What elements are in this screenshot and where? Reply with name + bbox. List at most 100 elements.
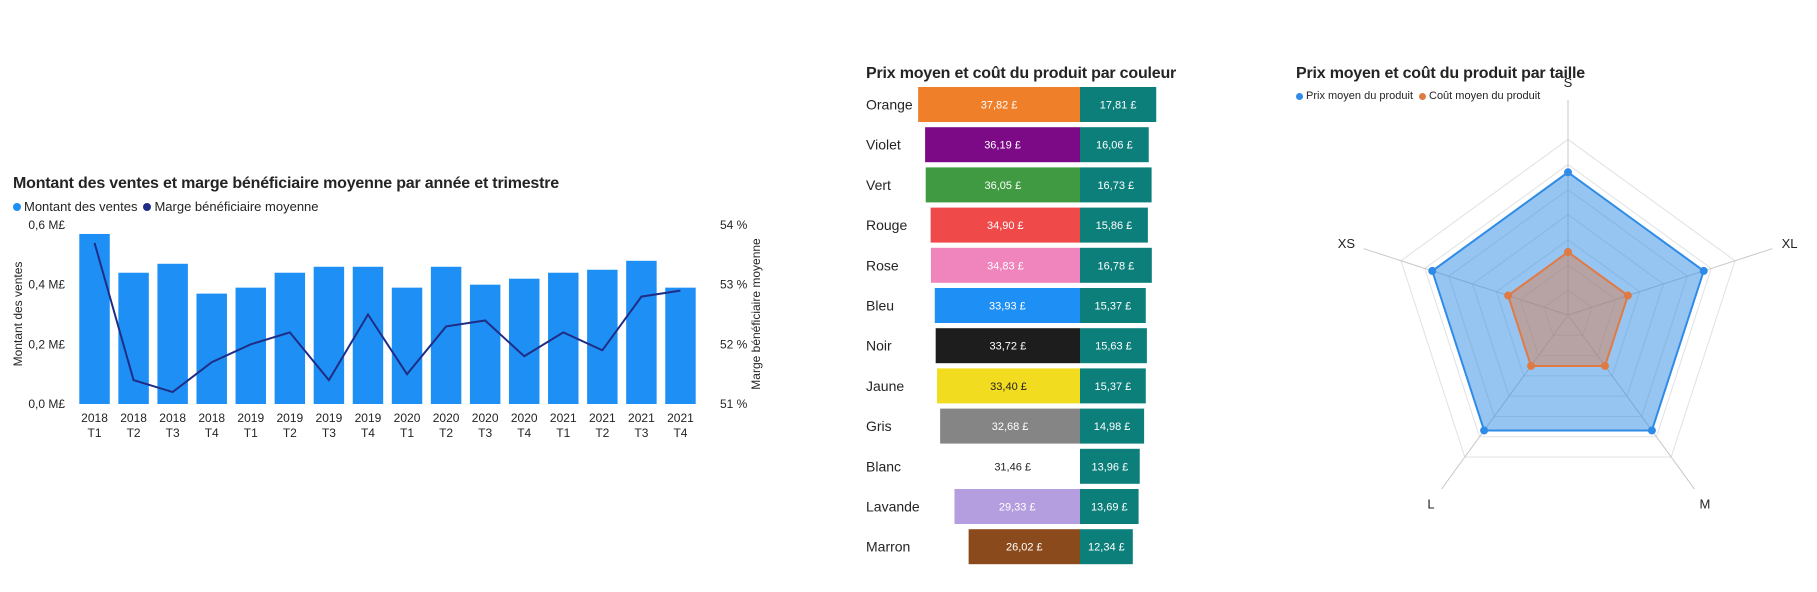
x-tick-quarter: T3	[322, 426, 336, 440]
cost-bar	[1080, 87, 1157, 122]
sales-bar	[508, 278, 540, 404]
price-bar	[925, 167, 1080, 203]
cost-data-label: 16,78 £	[1098, 260, 1135, 272]
radar-price-point	[1564, 168, 1572, 177]
sales-margin-plot[interactable]: Montant des ventes Marge bénéficiaire mo…	[0, 0, 780, 592]
cost-data-label: 13,69 £	[1091, 502, 1128, 514]
x-tick-year: 2019	[355, 411, 382, 425]
legend-item-price[interactable]: Prix moyen du produit	[1296, 90, 1413, 102]
color-price-chart-title: Prix moyen et coût du produit par couleu…	[866, 65, 1177, 82]
cost-bar	[1080, 529, 1133, 565]
x-tick-quarter: T4	[517, 426, 531, 440]
x-tick-quarter: T2	[595, 426, 609, 440]
radar-price-point	[1647, 426, 1656, 435]
sales-bar	[274, 272, 306, 404]
cost-bar	[1080, 167, 1152, 203]
sales-margin-chart-title: Montant des ventes et marge bénéficiaire…	[13, 175, 559, 192]
price-data-label: 36,05 £	[985, 180, 1022, 192]
radar-price-point	[1428, 266, 1437, 275]
price-data-label: 26,02 £	[1006, 542, 1043, 554]
x-tick-year: 2019	[237, 411, 264, 425]
price-bar	[954, 489, 1080, 524]
radar-price-point	[1699, 266, 1708, 275]
color-category-label: Orange	[866, 97, 913, 113]
price-bar	[968, 529, 1080, 565]
x-tick-year: 2021	[667, 411, 694, 425]
legend-label-price: Prix moyen du produit	[1306, 90, 1413, 102]
cost-bar	[1080, 408, 1145, 444]
sales-bar	[313, 266, 345, 404]
x-tick-quarter: T3	[478, 426, 492, 440]
legend-dot-price-icon	[1296, 92, 1303, 100]
x-tick-year: 2019	[316, 411, 343, 425]
cost-data-label: 16,06 £	[1096, 140, 1133, 152]
legend-dot-sales-icon	[13, 202, 21, 211]
sales-bar	[626, 260, 657, 404]
cost-bar	[1080, 127, 1149, 163]
x-tick-quarter: T1	[556, 426, 570, 440]
cost-data-label: 16,73 £	[1097, 180, 1134, 192]
price-bar	[918, 87, 1080, 122]
price-bar	[940, 408, 1080, 444]
price-data-label: 32,68 £	[992, 421, 1029, 433]
cost-bar	[1080, 489, 1139, 524]
y-tick-label: 0,0 M£	[28, 397, 65, 411]
price-data-label: 29,33 £	[999, 502, 1036, 514]
x-tick-quarter: T3	[166, 426, 180, 440]
legend-item-cost[interactable]: Coût moyen du produit	[1419, 90, 1540, 102]
x-tick-year: 2021	[628, 411, 655, 425]
x-tick-quarter: T1	[400, 426, 414, 440]
x-tick-quarter: T4	[673, 426, 687, 440]
legend-item-margin[interactable]: Marge bénéficiaire moyenne	[143, 199, 319, 214]
cost-bar	[1080, 207, 1148, 243]
color-category-label: Lavande	[866, 499, 920, 515]
size-radar-legend[interactable]: Prix moyen du produit Coût moyen du prod…	[1296, 90, 1546, 102]
price-data-label: 31,46 £	[994, 461, 1031, 473]
color-category-label: Rose	[866, 257, 899, 273]
x-tick-year: 2020	[472, 411, 499, 425]
sales-bar	[430, 266, 462, 404]
cost-bar	[1080, 247, 1152, 283]
sales-bar	[469, 284, 501, 404]
size-radar-chart-title: Prix moyen et coût du produit par taille	[1296, 65, 1585, 82]
sales-bar	[196, 293, 227, 404]
cost-bar	[1080, 288, 1146, 323]
cost-bar	[1080, 448, 1140, 484]
sales-margin-legend[interactable]: Montant des ventes Marge bénéficiaire mo…	[13, 199, 325, 214]
cost-bar	[1080, 328, 1147, 364]
y2-tick-label: 52 %	[720, 337, 748, 351]
legend-label-cost: Coût moyen du produit	[1429, 90, 1541, 102]
x-tick-quarter: T4	[205, 426, 219, 440]
color-price-plot[interactable]: Orange 37,82 £ 17,81 £ Violet 36,19 £ 16,06 £…	[860, 0, 1190, 592]
color-category-label: Violet	[866, 137, 901, 153]
y2-axis-title: Marge bénéficiaire moyenne	[749, 238, 763, 390]
radar-price-area	[1431, 171, 1705, 432]
x-tick-year: 2021	[550, 411, 577, 425]
cost-data-label: 14,98 £	[1094, 421, 1131, 433]
y-tick-label: 0,6 M£	[28, 218, 65, 232]
color-price-chart-panel: Prix moyen et coût du produit par couleu…	[860, 0, 1190, 592]
radar-category-label: XS	[1338, 236, 1356, 251]
radar-category-label: L	[1427, 497, 1434, 512]
radar-cost-point	[1601, 361, 1610, 370]
price-data-label: 34,83 £	[987, 260, 1024, 272]
price-data-label: 33,93 £	[989, 301, 1026, 313]
radar-cost-point	[1526, 361, 1535, 370]
x-tick-year: 2021	[589, 411, 616, 425]
price-data-label: 33,72 £	[989, 341, 1026, 353]
y2-tick-label: 54 %	[720, 218, 748, 232]
x-tick-year: 2018	[159, 411, 186, 425]
legend-item-sales[interactable]: Montant des ventes	[13, 199, 137, 214]
size-radar-plot[interactable]: S XL M L XS	[1290, 0, 1817, 592]
y-tick-label: 0,4 M£	[28, 278, 65, 292]
legend-label-margin: Marge bénéficiaire moyenne	[154, 199, 319, 214]
x-tick-year: 2018	[120, 411, 147, 425]
price-bar	[930, 207, 1080, 243]
legend-label-sales: Montant des ventes	[24, 199, 138, 214]
color-category-label: Blanc	[866, 458, 901, 474]
price-bar	[925, 127, 1080, 163]
radar-cost-area	[1506, 250, 1630, 367]
sales-margin-chart-panel: Montant des ventes et marge bénéficiaire…	[0, 0, 780, 592]
price-data-label: 33,40 £	[990, 381, 1027, 393]
sales-bar	[352, 266, 384, 404]
